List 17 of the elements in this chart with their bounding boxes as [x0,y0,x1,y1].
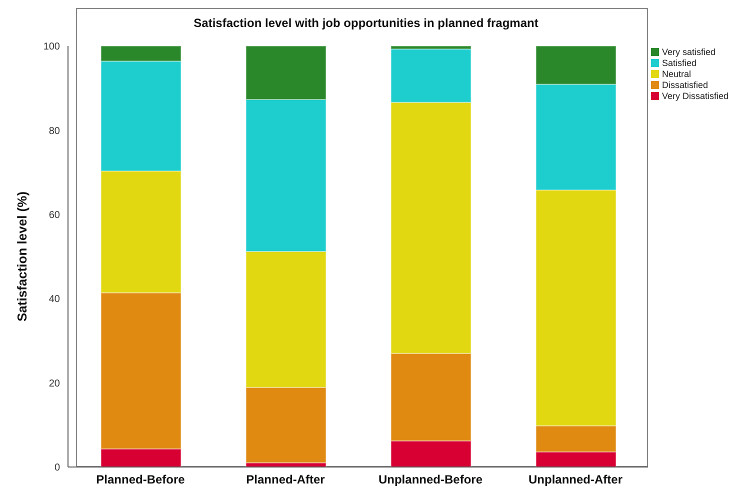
legend-label: Dissatisfied [662,80,708,90]
x-tick-label: Unplanned-Before [378,472,483,487]
legend-label: Satisfied [662,58,697,68]
chart-title: Satisfaction level with job opportunities in planned fragmant [192,16,540,30]
x-tick-label: Planned-Before [96,472,186,487]
x-tick-label: Unplanned-After [528,472,623,487]
legend-label: Very Dissatisfied [662,90,729,100]
y-tick-label: 80 [48,126,60,137]
y-axis-title: Satisfaction level (%) [14,191,30,322]
legend-label: Neutral [662,68,692,78]
legend-label: Very satisfied [662,46,716,56]
y-tick-label: 40 [48,294,60,306]
y-tick-label: 20 [48,378,60,390]
y-tick-label: 100 [43,42,60,53]
y-tick-label: 60 [48,210,60,221]
y-tick-label: 0 [54,462,60,474]
x-tick-label: Planned-After [246,472,326,487]
